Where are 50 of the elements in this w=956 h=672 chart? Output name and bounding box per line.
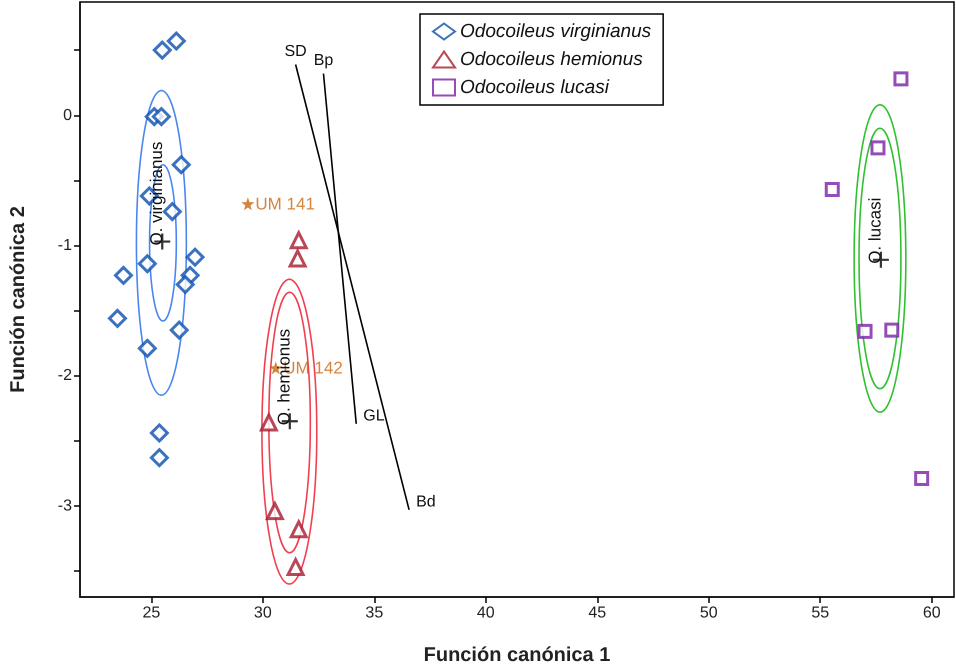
point <box>241 197 254 210</box>
point <box>138 254 157 274</box>
point <box>152 40 172 60</box>
x-tick-label: 30 <box>254 604 272 622</box>
point <box>914 471 930 486</box>
x-tick-label: 55 <box>811 604 830 622</box>
x-tick-label: 50 <box>700 604 718 622</box>
data-label: Bd <box>416 493 436 510</box>
point <box>150 423 169 442</box>
legend-label: Odocoileus lucasi <box>460 77 610 98</box>
point <box>170 320 189 340</box>
data-label: GL <box>363 407 385 424</box>
point <box>260 414 278 432</box>
y-tick-label: -1 <box>58 236 72 254</box>
point <box>172 155 191 174</box>
annotation: O. virginianus <box>146 142 166 246</box>
point <box>152 107 171 126</box>
x-tick-label: 45 <box>588 604 606 622</box>
point <box>858 324 873 339</box>
y-axis-title: Función canónica 2 <box>7 206 29 393</box>
point <box>166 32 186 51</box>
point <box>824 182 840 197</box>
point <box>114 266 133 285</box>
x-tick-label: 35 <box>365 604 384 622</box>
point <box>108 308 127 328</box>
point <box>288 249 307 268</box>
x-tick-label: 40 <box>476 604 495 622</box>
point <box>138 338 157 358</box>
x-tick-label: 25 <box>142 604 160 622</box>
point <box>286 558 305 576</box>
point <box>150 448 169 468</box>
y-tick-label: -3 <box>58 497 72 514</box>
legend-label: Odocoileus virginianus <box>460 21 652 42</box>
point <box>186 248 205 267</box>
point <box>266 502 284 520</box>
y-tick-label: 0 <box>63 106 72 124</box>
x-tick-label: 60 <box>922 604 941 622</box>
x-axis-title: Función canónica 1 <box>424 644 610 666</box>
annotation: O. lucasi <box>865 198 884 264</box>
data-label: SD <box>284 42 307 60</box>
data-label: Bp <box>314 52 334 70</box>
point <box>176 275 195 294</box>
point <box>870 140 886 156</box>
y-tick-label: -2 <box>58 367 72 384</box>
point <box>290 520 308 538</box>
point <box>884 322 900 338</box>
point <box>290 231 308 250</box>
point <box>893 71 908 86</box>
data-label: UM 141 <box>255 194 315 214</box>
legend-label: Odocoileus hemionus <box>460 49 644 70</box>
